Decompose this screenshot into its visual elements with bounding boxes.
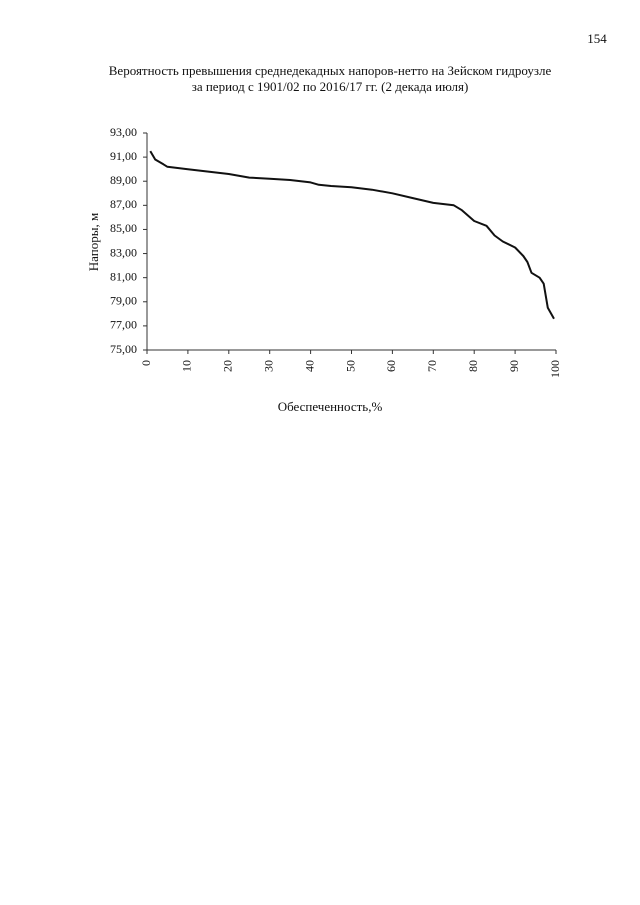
y-tick-label: 87,00 (110, 197, 137, 211)
y-tick-label: 83,00 (110, 245, 137, 259)
y-tick-label: 85,00 (110, 221, 137, 235)
x-tick-label: 60 (384, 360, 398, 372)
x-tick-label: 70 (425, 360, 439, 372)
x-tick-label: 20 (221, 360, 235, 372)
y-tick-label: 81,00 (110, 269, 137, 283)
y-tick-label: 89,00 (110, 173, 137, 187)
page-number: 154 (587, 31, 607, 46)
chart-title: Вероятность превышения среднедекадных на… (109, 63, 552, 78)
chart-subtitle: за период с 1901/02 по 2016/17 гг. (2 де… (192, 79, 469, 94)
x-axis-label: Обеспеченность,% (278, 399, 383, 414)
x-tick-label: 100 (548, 360, 562, 378)
x-tick-label: 50 (343, 360, 357, 372)
x-tick-label: 10 (180, 360, 194, 372)
y-tick-label: 91,00 (110, 149, 137, 163)
curve (149, 150, 555, 320)
x-tick-label: 30 (261, 360, 275, 372)
y-tick-label: 93,00 (110, 125, 137, 139)
x-tick-label: 90 (507, 360, 521, 372)
x-tick-label: 80 (466, 360, 480, 372)
y-tick-label: 77,00 (110, 318, 137, 332)
y-tick-label: 75,00 (110, 342, 137, 356)
y-axis-label: Напоры, м (86, 213, 101, 271)
y-tick-label: 79,00 (110, 294, 137, 308)
x-tick-label: 0 (139, 360, 153, 366)
x-tick-label: 40 (302, 360, 316, 372)
